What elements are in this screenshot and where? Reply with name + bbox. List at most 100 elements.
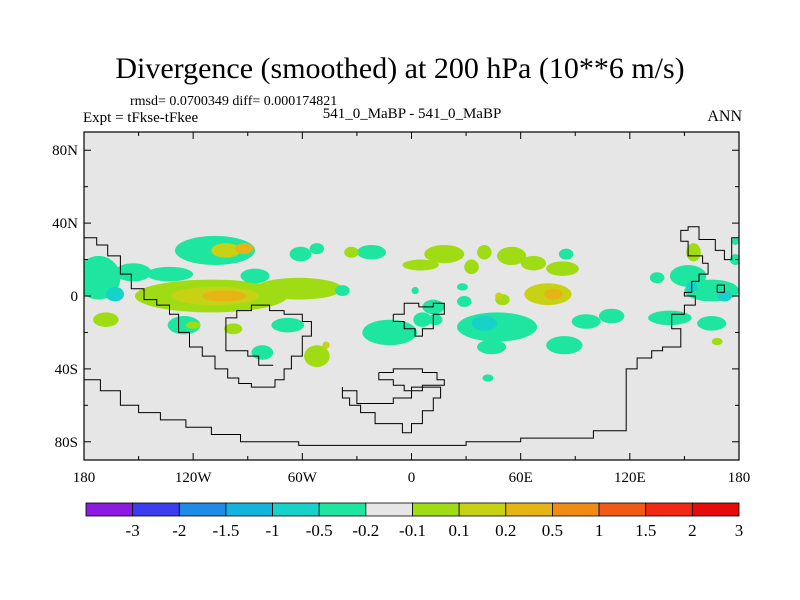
contour-region (477, 244, 492, 260)
contour-region (427, 314, 443, 326)
season-label: ANN (707, 108, 742, 125)
colorbar-label: -2 (172, 521, 186, 540)
axis-layer: 180 120W 60W 0 60E 120E 180 80N 40N 0 40S 80S (52, 132, 750, 486)
y-tick-label: 40S (55, 362, 78, 378)
colorbar-swatch (412, 502, 460, 517)
colorbar-label: -0.1 (399, 521, 426, 540)
contour-region (202, 290, 246, 302)
contour-region (105, 286, 125, 302)
chart-title: Divergence (smoothed) at 200 hPa (10**6 … (115, 52, 685, 85)
contour-region (411, 286, 419, 295)
y-tick-label: 40N (52, 216, 78, 232)
contour-region (520, 255, 547, 271)
colorbar-swatch (645, 502, 693, 517)
contour-region (456, 296, 472, 307)
contour-region (456, 312, 538, 342)
contour-region (731, 237, 739, 245)
contour-region (93, 312, 119, 327)
contour-region (304, 345, 330, 368)
contour-region (344, 246, 359, 258)
contour-region (456, 283, 468, 291)
x-tick-label: 180 (73, 470, 96, 486)
x-tick-label: 60W (288, 470, 318, 486)
coastline (716, 284, 725, 293)
x-tick-label: 180 (728, 470, 751, 486)
coastline (392, 302, 445, 337)
colorbar-label: 3 (735, 521, 744, 540)
y-tick-label: 80S (55, 435, 78, 451)
x-tick-label: 0 (408, 470, 416, 486)
contour-region (255, 277, 343, 300)
contour-region (464, 259, 479, 275)
contour-fill-layer (84, 235, 739, 382)
contour-region (413, 312, 432, 327)
contour-region (424, 244, 465, 264)
contour-region (471, 316, 498, 331)
contour-region (717, 290, 732, 302)
colorbar: -3 -2 -1.5 -1 -0.5 -0.2 -0.1 0.1 0.2 0.5 1 1.5 2 3 (85, 502, 744, 540)
colorbar-label: -1.5 (212, 521, 239, 540)
colorbar-swatch (552, 502, 600, 517)
contour-region (114, 263, 152, 282)
contour-region (335, 285, 350, 296)
x-tick-label: 120E (614, 470, 646, 486)
colorbar-swatch (458, 502, 507, 517)
colorbar-swatch (318, 502, 367, 517)
colorbar-label: 2 (688, 521, 697, 540)
contour-region (185, 321, 201, 329)
contour-region (711, 337, 723, 346)
contour-region (546, 336, 583, 355)
contour-region (251, 345, 274, 360)
y-tick-label: 0 (71, 289, 79, 305)
coastline (84, 226, 739, 446)
coastline (378, 368, 445, 392)
colorbar-label: 0.1 (449, 521, 470, 540)
x-tick-label: 120W (175, 470, 213, 486)
contour-region (240, 268, 270, 284)
contour-region (322, 341, 330, 349)
colorbar-swatch (178, 502, 227, 517)
colorbar-label: 1 (595, 521, 604, 540)
colorbar-label: -3 (126, 521, 140, 540)
contour-region (211, 243, 241, 258)
colorbar-swatch (598, 502, 647, 517)
colorbar-label: -0.5 (306, 521, 333, 540)
contour-region (167, 316, 201, 335)
contour-region (271, 317, 305, 333)
contour-region (546, 261, 579, 276)
contour-region (497, 246, 527, 266)
contour-region (649, 272, 665, 284)
coastline (341, 386, 442, 434)
colorbar-swatch (225, 502, 273, 517)
contour-region (402, 259, 439, 271)
colorbar-swatch (505, 502, 553, 517)
colorbar-label: -0.2 (352, 521, 379, 540)
contour-region (571, 314, 601, 329)
colorbar-label: 0.5 (542, 521, 563, 540)
stats-text: rmsd= 0.0700349 diff= 0.000174821 (130, 94, 338, 109)
colorbar-swatch (85, 502, 134, 517)
contour-region (224, 323, 243, 335)
contour-region (309, 243, 325, 255)
contour-region (697, 316, 727, 331)
contour-region (495, 292, 503, 300)
colorbar-swatch (272, 502, 320, 517)
experiment-label: Expt = tFkse-tFkee (83, 110, 199, 126)
colorbar-swatch (365, 502, 413, 517)
colorbar-swatch (132, 502, 180, 517)
colorbar-label: 0.2 (495, 521, 516, 540)
contour-region (558, 248, 574, 260)
contour-region (686, 243, 701, 262)
contour-region (482, 374, 494, 382)
coastline (84, 237, 312, 388)
colorbar-swatch (691, 502, 740, 517)
case-label: 541_0_MaBP - 541_0_MaBP (322, 106, 502, 122)
contour-region (362, 319, 417, 346)
contour-region (235, 243, 254, 255)
x-tick-label: 60E (509, 470, 533, 486)
contour-region (356, 244, 387, 260)
contour-region (145, 266, 194, 282)
contour-region (477, 339, 507, 355)
contour-region (289, 246, 312, 262)
